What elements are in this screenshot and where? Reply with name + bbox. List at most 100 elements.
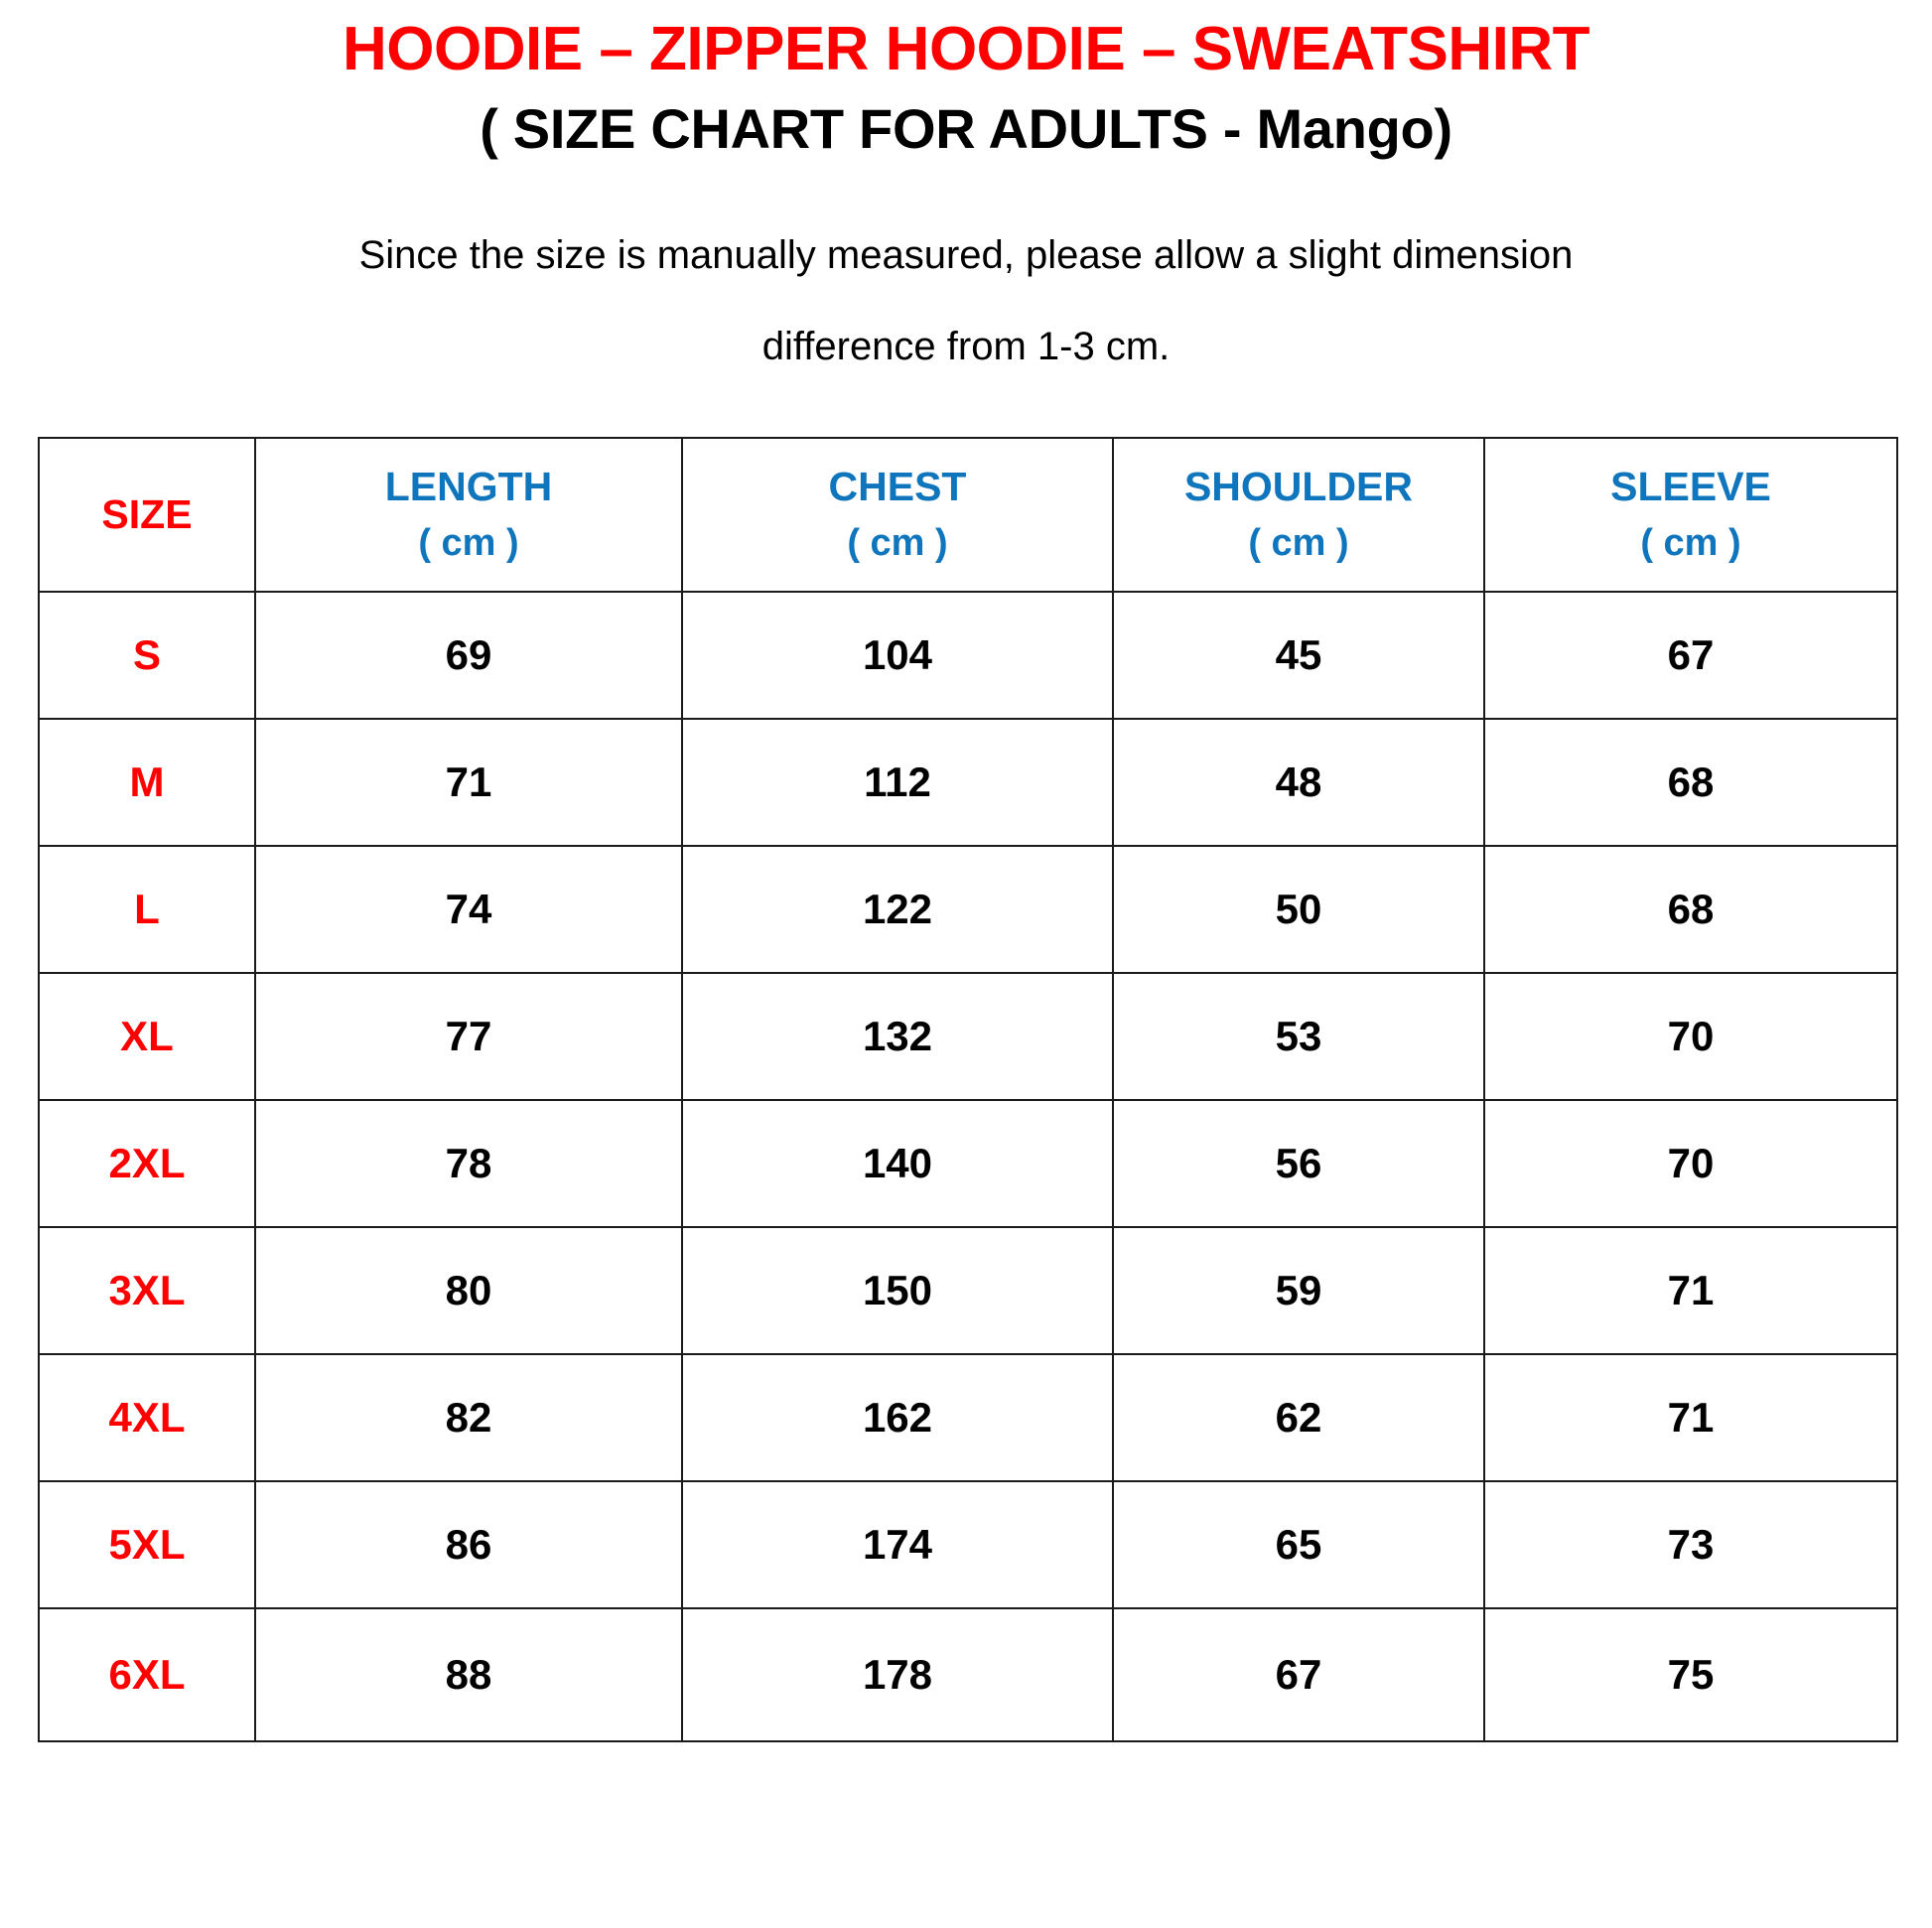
column-header-size: SIZE xyxy=(38,437,256,593)
shoulder-value-L: 50 xyxy=(1275,886,1322,932)
shoulder-value-M: 48 xyxy=(1275,758,1322,805)
shoulder-value-5XL: 65 xyxy=(1275,1521,1322,1568)
chest-value-L: 122 xyxy=(862,886,933,932)
header-row: SIZE LENGTH ( cm ) CHEST ( cm ) SHOULDER… xyxy=(38,437,1898,593)
cell-shoulder: 62 xyxy=(1112,1353,1485,1482)
table-row: S 69 104 45 67 xyxy=(38,591,1898,720)
sleeve-value-M: 68 xyxy=(1667,758,1715,805)
length-value-5XL: 86 xyxy=(445,1521,492,1568)
cell-size: XL xyxy=(38,972,256,1101)
cell-shoulder: 45 xyxy=(1112,591,1485,720)
size-label-M: M xyxy=(129,758,165,805)
cell-size: 2XL xyxy=(38,1099,256,1228)
length-value-2XL: 78 xyxy=(445,1140,492,1186)
cell-length: 88 xyxy=(254,1607,683,1742)
sleeve-value-4XL: 71 xyxy=(1667,1394,1715,1441)
cell-sleeve: 71 xyxy=(1483,1353,1898,1482)
shoulder-value-4XL: 62 xyxy=(1275,1394,1322,1441)
chest-value-5XL: 174 xyxy=(862,1521,933,1568)
chest-value-XL: 132 xyxy=(862,1013,933,1059)
cell-size: 3XL xyxy=(38,1226,256,1355)
cell-sleeve: 70 xyxy=(1483,972,1898,1101)
table-header: SIZE LENGTH ( cm ) CHEST ( cm ) SHOULDER… xyxy=(38,437,1898,593)
shoulder-value-3XL: 59 xyxy=(1275,1267,1322,1313)
cell-size: 4XL xyxy=(38,1353,256,1482)
page-title-sub: ( SIZE CHART FOR ADULTS - Mango) xyxy=(480,97,1452,160)
table-row: 2XL 78 140 56 70 xyxy=(38,1099,1898,1228)
cell-chest: 140 xyxy=(681,1099,1114,1228)
size-label-2XL: 2XL xyxy=(108,1140,186,1186)
cell-chest: 178 xyxy=(681,1607,1114,1742)
column-header-sleeve-unit: ( cm ) xyxy=(1640,522,1741,565)
shoulder-value-XL: 53 xyxy=(1275,1013,1322,1059)
size-chart-table: SIZE LENGTH ( cm ) CHEST ( cm ) SHOULDER… xyxy=(38,437,1898,1742)
size-label-4XL: 4XL xyxy=(108,1394,186,1441)
table-row: XL 77 132 53 70 xyxy=(38,972,1898,1101)
cell-sleeve: 73 xyxy=(1483,1480,1898,1609)
cell-length: 77 xyxy=(254,972,683,1101)
cell-sleeve: 70 xyxy=(1483,1099,1898,1228)
table-row: 6XL 88 178 67 75 xyxy=(38,1607,1898,1742)
cell-length: 86 xyxy=(254,1480,683,1609)
size-label-3XL: 3XL xyxy=(108,1267,186,1313)
chest-value-M: 112 xyxy=(864,758,931,805)
length-value-L: 74 xyxy=(445,886,492,932)
cell-size: L xyxy=(38,845,256,974)
cell-chest: 132 xyxy=(681,972,1114,1101)
length-value-6XL: 88 xyxy=(445,1651,492,1698)
cell-length: 74 xyxy=(254,845,683,974)
table-row: L 74 122 50 68 xyxy=(38,845,1898,974)
cell-shoulder: 67 xyxy=(1112,1607,1485,1742)
cell-size: 6XL xyxy=(38,1607,256,1742)
column-header-shoulder: SHOULDER ( cm ) xyxy=(1112,437,1485,593)
cell-sleeve: 68 xyxy=(1483,845,1898,974)
column-header-length: LENGTH ( cm ) xyxy=(254,437,683,593)
sleeve-value-6XL: 75 xyxy=(1667,1651,1715,1698)
cell-chest: 104 xyxy=(681,591,1114,720)
cell-length: 80 xyxy=(254,1226,683,1355)
table-row: 3XL 80 150 59 71 xyxy=(38,1226,1898,1355)
cell-chest: 112 xyxy=(681,718,1114,847)
column-header-chest: CHEST ( cm ) xyxy=(681,437,1114,593)
cell-size: 5XL xyxy=(38,1480,256,1609)
cell-shoulder: 50 xyxy=(1112,845,1485,974)
size-label-L: L xyxy=(134,886,160,932)
cell-shoulder: 59 xyxy=(1112,1226,1485,1355)
cell-chest: 162 xyxy=(681,1353,1114,1482)
cell-length: 82 xyxy=(254,1353,683,1482)
column-header-chest-label: CHEST xyxy=(828,464,967,510)
chest-value-6XL: 178 xyxy=(862,1651,933,1698)
shoulder-value-2XL: 56 xyxy=(1275,1140,1322,1186)
chest-value-4XL: 162 xyxy=(862,1394,933,1441)
page-title-main: HOODIE – ZIPPER HOODIE – SWEATSHIRT xyxy=(343,15,1589,83)
cell-chest: 174 xyxy=(681,1480,1114,1609)
cell-shoulder: 65 xyxy=(1112,1480,1485,1609)
cell-sleeve: 75 xyxy=(1483,1607,1898,1742)
chest-value-S: 104 xyxy=(862,631,933,678)
cell-sleeve: 67 xyxy=(1483,591,1898,720)
column-header-length-unit: ( cm ) xyxy=(418,522,519,565)
table-row: 5XL 86 174 65 73 xyxy=(38,1480,1898,1609)
size-label-S: S xyxy=(132,631,161,678)
size-chart-table-container: SIZE LENGTH ( cm ) CHEST ( cm ) SHOULDER… xyxy=(38,437,1898,1742)
cell-shoulder: 53 xyxy=(1112,972,1485,1101)
sleeve-value-S: 67 xyxy=(1667,631,1715,678)
shoulder-value-6XL: 67 xyxy=(1275,1651,1322,1698)
cell-size: M xyxy=(38,718,256,847)
cell-sleeve: 71 xyxy=(1483,1226,1898,1355)
column-header-shoulder-unit: ( cm ) xyxy=(1248,522,1349,565)
size-label-XL: XL xyxy=(120,1013,174,1059)
sleeve-value-XL: 70 xyxy=(1667,1013,1715,1059)
measurement-note-line-1: Since the size is manually measured, ple… xyxy=(358,233,1574,277)
cell-chest: 150 xyxy=(681,1226,1114,1355)
cell-length: 78 xyxy=(254,1099,683,1228)
column-header-size-label: SIZE xyxy=(101,491,193,537)
length-value-XL: 77 xyxy=(445,1013,492,1059)
measurement-note-line-2: difference from 1-3 cm. xyxy=(761,325,1171,368)
column-header-length-label: LENGTH xyxy=(384,464,553,510)
cell-shoulder: 56 xyxy=(1112,1099,1485,1228)
length-value-4XL: 82 xyxy=(445,1394,492,1441)
sleeve-value-3XL: 71 xyxy=(1667,1267,1715,1313)
column-header-sleeve-label: SLEEVE xyxy=(1610,464,1771,510)
cell-size: S xyxy=(38,591,256,720)
